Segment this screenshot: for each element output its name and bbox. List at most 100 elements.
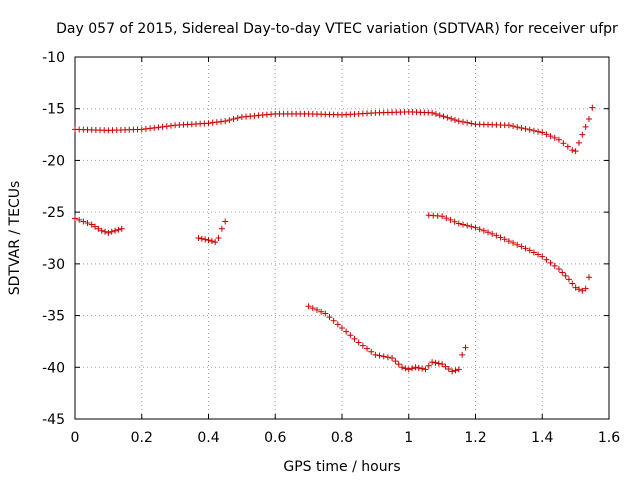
data-point	[451, 218, 458, 225]
x-tick-label: 1.4	[531, 430, 553, 446]
data-point	[522, 245, 529, 252]
data-point	[330, 317, 337, 324]
data-point	[84, 220, 91, 227]
y-axis-label: SDTVAR / TECUs	[7, 181, 23, 296]
data-point	[322, 310, 329, 317]
data-point	[436, 112, 443, 119]
data-point	[376, 352, 383, 359]
data-point	[440, 113, 447, 120]
data-point	[501, 236, 508, 243]
x-tick-labels: 0 0.2 0.4 0.6 0.8 1 1.2 1.4 1.6	[71, 430, 621, 446]
data-point	[462, 344, 469, 351]
data-point	[493, 232, 500, 239]
data-point	[92, 223, 99, 230]
y-tick-label: -15	[42, 102, 65, 118]
data-point	[449, 368, 456, 375]
data-point	[455, 220, 462, 227]
data-point	[355, 339, 362, 346]
x-tick-label: 1.6	[598, 430, 620, 446]
data-point	[222, 218, 229, 225]
data-point	[589, 104, 596, 111]
data-point	[522, 125, 529, 132]
data-point	[409, 365, 416, 372]
data-point	[142, 125, 149, 132]
x-tick-label: 1.2	[464, 430, 486, 446]
data-point	[530, 127, 537, 134]
data-point	[108, 228, 115, 235]
data-point	[464, 222, 471, 229]
data-point	[208, 238, 215, 245]
data-point	[432, 111, 439, 118]
x-tick-label: 0.4	[197, 430, 219, 446]
data-point	[497, 234, 504, 241]
data-point	[167, 122, 174, 129]
data-point	[419, 365, 426, 372]
data-point	[309, 305, 316, 312]
data-point	[480, 227, 487, 234]
data-point	[514, 124, 521, 131]
data-point	[455, 118, 462, 125]
data-point	[555, 266, 562, 273]
data-point	[218, 225, 225, 232]
data-point	[451, 116, 458, 123]
data-point	[510, 239, 517, 246]
y-tick-labels: -10 -15 -20 -25 -30 -35 -40 -45	[42, 50, 65, 428]
grid-lines	[75, 57, 609, 419]
data-point	[582, 285, 589, 292]
data-point	[368, 348, 375, 355]
data-point	[485, 229, 492, 236]
data-point	[402, 365, 409, 372]
data-point	[347, 332, 354, 339]
data-point	[212, 239, 219, 246]
data-point	[72, 215, 78, 222]
data-point	[215, 235, 222, 241]
data-point	[318, 308, 325, 315]
data-point	[547, 259, 554, 266]
x-tick-label: 0.8	[331, 430, 353, 446]
data-point	[392, 358, 399, 365]
data-point	[459, 351, 466, 358]
data-point	[432, 359, 439, 366]
data-point	[88, 221, 95, 228]
data-point	[222, 118, 229, 125]
data-point	[555, 136, 562, 143]
data-point	[198, 235, 205, 242]
data-point	[372, 351, 379, 358]
data-point	[468, 223, 475, 230]
data-point	[163, 123, 170, 130]
data-point	[380, 353, 387, 360]
data-point	[147, 125, 154, 132]
data-point	[439, 213, 446, 220]
data-point	[526, 247, 533, 254]
data-point	[459, 118, 466, 125]
data-point	[76, 216, 83, 223]
data-point	[448, 115, 455, 122]
x-tick-label: 0.2	[131, 430, 153, 446]
data-point	[551, 134, 558, 141]
data-point	[439, 361, 446, 368]
data-point	[343, 328, 350, 335]
chart-title: Day 057 of 2015, Sidereal Day-to-day VTE…	[56, 21, 618, 37]
data-point	[384, 354, 391, 361]
data-point	[205, 237, 212, 244]
data-point	[445, 366, 452, 373]
data-point	[155, 124, 162, 131]
data-point	[399, 364, 406, 371]
data-point	[579, 131, 586, 138]
axis-ticks	[74, 56, 610, 420]
data-point	[389, 354, 396, 361]
data-point	[543, 256, 550, 263]
y-tick-label: -45	[42, 412, 65, 428]
y-tick-label: -30	[42, 257, 65, 273]
data-point	[585, 274, 592, 281]
x-tick-label: 0	[71, 430, 80, 446]
data-point	[539, 129, 546, 136]
data-point	[218, 118, 225, 125]
data-point	[518, 124, 525, 131]
data-point	[364, 345, 371, 352]
data-point	[80, 218, 87, 225]
data-point	[505, 238, 512, 245]
data-point	[159, 123, 166, 130]
data-point	[559, 269, 566, 276]
